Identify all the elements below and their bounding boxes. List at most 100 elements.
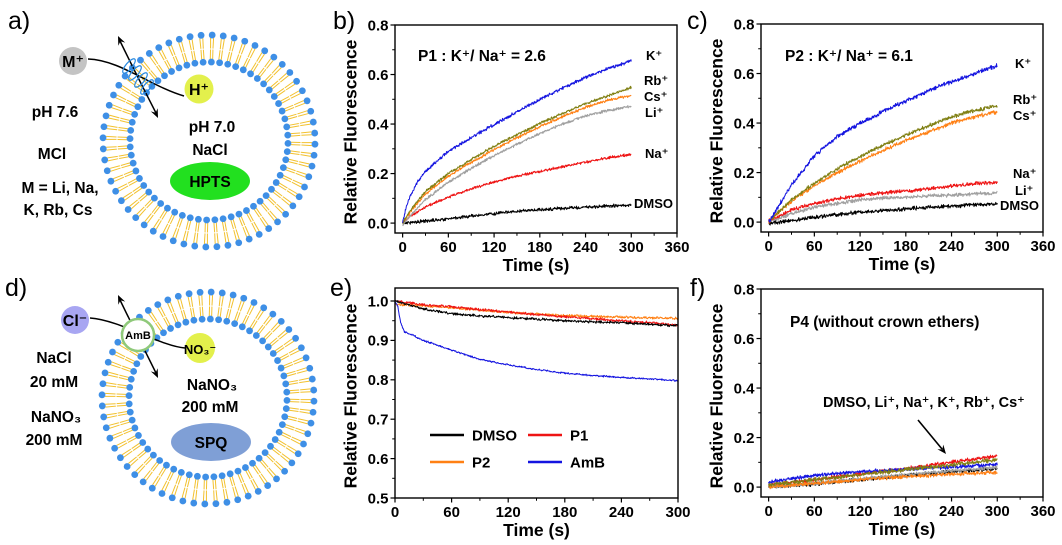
chart-panel-c: 0 60 120 180 240 300 360 0.0 0.2 0.4 0.6 0.8 Time (s… (707, 16, 1056, 274)
carrier-label: AmB (125, 330, 151, 342)
lipid-tail (291, 436, 302, 442)
lipid-tail (169, 215, 175, 225)
legend-label: DMSO (472, 428, 517, 445)
lipid-tail (213, 222, 216, 233)
lipid-tail (217, 307, 220, 317)
lipid-tail (272, 191, 281, 199)
lipid-tail (177, 299, 182, 310)
lipid-tail (112, 104, 123, 110)
lipid-head-inner (127, 151, 135, 159)
series-end-label: Na⁺ (645, 146, 668, 161)
lipid-head-inner (174, 321, 182, 329)
lipid-tail (136, 206, 145, 215)
lipid-head-inner (170, 465, 178, 473)
lipid-tail (289, 407, 299, 410)
lipid-tail (202, 49, 205, 60)
lipid-head-inner (270, 93, 278, 100)
series-end-label: Rb⁺ (644, 73, 668, 88)
lipid-tail (294, 429, 305, 435)
lipid-head-outer (112, 187, 120, 195)
lipid-tail (158, 466, 165, 476)
plot-frame (760, 23, 1044, 233)
lipid-tail (164, 60, 170, 70)
channel-helix-turn (122, 58, 136, 74)
lipid-head-inner (125, 392, 133, 400)
lipid-head-outer (230, 34, 238, 42)
y-tick-label: 0.2 (734, 165, 755, 182)
lipid-head-outer (264, 482, 272, 489)
series-group (768, 454, 998, 490)
lipid-tail (291, 181, 302, 188)
lipid-tail (266, 60, 274, 69)
lipid-tail (272, 324, 281, 333)
y-tick-label: 0.6 (368, 451, 389, 468)
lipid-tail (296, 367, 307, 372)
outside-ion-circle (59, 47, 87, 75)
lipid-tail (228, 297, 232, 308)
lipid-tail (284, 363, 294, 369)
lipid-tail (117, 442, 128, 449)
lipid-tail (251, 222, 257, 233)
lipid-tail (127, 437, 137, 443)
lipid-head-outer (186, 33, 194, 41)
lipid-tail (132, 444, 142, 451)
lipid-tail (284, 104, 294, 110)
lipid-tail (175, 474, 180, 484)
y-tick-label: 0.6 (368, 67, 389, 84)
lipid-head-inner (253, 75, 261, 82)
lipid-head-outer (298, 87, 306, 95)
lipid-tail (106, 135, 117, 138)
lipid-head-outer (202, 243, 210, 251)
y-tick-label: 1.0 (368, 293, 389, 310)
lipid-tail (137, 449, 145, 457)
lipid-tail (295, 172, 306, 178)
lipid-tail (131, 201, 140, 210)
lipid-tail (261, 459, 269, 468)
lipid-head-outer (131, 471, 139, 479)
lipid-head-outer (137, 56, 144, 64)
y-tick-label: 0.8 (368, 372, 389, 389)
lipid-tail (240, 44, 246, 55)
outside-condition-text: NaCl (36, 350, 71, 367)
chart-f-annotation: DMSO, Li⁺, Na⁺, K⁺, Rb⁺, Cs⁺ (823, 395, 1025, 411)
inside-condition-text: 200 mM (182, 399, 239, 416)
lipid-head-inner (280, 372, 288, 380)
series-line-f-k (768, 462, 998, 485)
lipid-tail (221, 221, 225, 232)
lipid-tail (120, 162, 131, 166)
inside-condition-text: NaNO₃ (187, 377, 237, 394)
lipid-head-inner (234, 467, 242, 475)
lipid-tail (290, 134, 301, 137)
lipid-head-inner (126, 383, 134, 391)
lipid-tail (155, 220, 162, 230)
ion-channel-icon (122, 58, 154, 95)
lipid-tail (119, 344, 129, 351)
lipid-tail (276, 441, 286, 448)
lipid-head-outer (107, 177, 115, 185)
lipid-head-outer (285, 326, 293, 333)
lipid-tail (118, 127, 128, 130)
lipid-head-outer (158, 490, 166, 497)
lipid-tail (184, 477, 188, 487)
lipid-tail (122, 427, 132, 433)
lipid-tail (132, 185, 141, 192)
lipid-tail (245, 58, 251, 68)
chart-panel-e: 0 60 120 180 240 300 0.5 0.6 0.7 0.8 0.9 1.0 Time (s… (341, 287, 691, 540)
lipid-tail (108, 371, 119, 376)
lipid-tail (189, 308, 193, 318)
lipid-tail (248, 305, 255, 316)
lipid-head-inner (265, 86, 273, 94)
inside-ion-label: NO₃⁻ (184, 342, 216, 357)
lipid-tail (108, 422, 119, 426)
lipid-tail (287, 415, 298, 420)
lipid-tail (108, 117, 119, 121)
lipid-head-inner (262, 192, 270, 199)
lipid-tail (220, 478, 224, 489)
lipid-head-inner (128, 118, 136, 126)
plot-frame (394, 24, 678, 234)
lipid-tail (170, 44, 176, 56)
lipid-tail (279, 182, 288, 189)
lipid-tail (252, 478, 259, 489)
lipid-tail (288, 347, 299, 354)
lipid-tail (139, 194, 148, 202)
